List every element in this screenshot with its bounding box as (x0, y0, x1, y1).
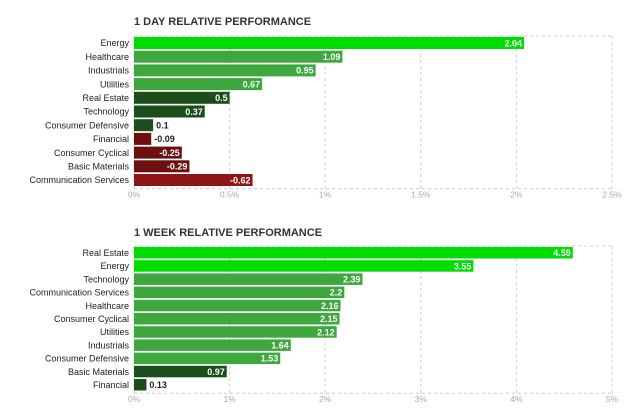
bar (134, 174, 253, 186)
category-label: Basic Materials (68, 367, 130, 377)
x-tick-label: 1% (319, 190, 332, 200)
value-label: 3.55 (454, 261, 472, 271)
x-tick-label: 2.5% (602, 190, 622, 200)
value-label: 0.13 (149, 380, 167, 390)
value-label: 0.97 (207, 367, 225, 377)
value-label: 2.04 (505, 38, 523, 48)
day-performance-chart: 0% 0.5% 1% 1.5% 2% 2.5% Energy 2.04 Healthcare 1.… (29, 35, 622, 200)
bar (134, 160, 190, 173)
category-label: Healthcare (85, 301, 129, 311)
week-performance-chart: 0% 1% 2% 3% 4% 5% Real Estate 4.59 Energy 3.55 Tec… (29, 245, 619, 404)
value-label: -0.29 (167, 162, 188, 172)
bar (134, 352, 281, 365)
value-label: 2.39 (343, 274, 361, 284)
x-tick-label: 4% (510, 394, 523, 404)
bar (134, 365, 227, 378)
x-tick-label: 1.5% (411, 190, 431, 200)
x-tick-label: 2% (319, 394, 332, 404)
category-label: Energy (100, 38, 129, 48)
category-label: Basic Materials (68, 162, 130, 172)
bar (134, 64, 316, 77)
bar (134, 146, 182, 159)
value-label: 1.64 (271, 340, 289, 350)
bar (134, 299, 341, 312)
category-label: Industrials (88, 340, 130, 350)
category-label: Energy (100, 261, 129, 271)
x-tick-label: 3% (415, 394, 428, 404)
category-label: Industrials (88, 66, 130, 76)
x-tick-label: 5% (606, 394, 619, 404)
category-label: Communication Services (29, 175, 129, 185)
value-label: -0.09 (154, 134, 175, 144)
bar (134, 379, 147, 391)
x-tick-label: 0% (128, 394, 141, 404)
value-label: -0.62 (230, 175, 251, 185)
day-chart-title: 1 DAY RELATIVE PERFORMANCE (134, 16, 312, 28)
category-label: Utilities (100, 79, 130, 89)
category-label: Real Estate (82, 248, 129, 258)
category-label: Financial (93, 380, 129, 390)
value-label: 2.12 (317, 327, 335, 337)
bar (134, 119, 154, 132)
value-label: 2.2 (330, 288, 343, 298)
x-tick-label: 1% (223, 394, 236, 404)
bar (134, 260, 474, 272)
bar (134, 247, 573, 259)
value-label: 0.37 (185, 107, 203, 117)
x-tick-label: 2% (510, 190, 523, 200)
week-chart-title: 1 WEEK RELATIVE PERFORMANCE (134, 227, 323, 239)
category-label: Consumer Cyclical (54, 314, 129, 324)
value-label: 0.95 (296, 66, 314, 76)
category-label: Financial (93, 134, 129, 144)
category-label: Real Estate (82, 93, 129, 103)
bar (134, 326, 337, 338)
value-label: 0.67 (243, 79, 261, 89)
bar (134, 273, 363, 285)
week-performance-panel: 1 WEEK RELATIVE PERFORMANCE 0% 1% 2% 3% 4% 5%… (0, 212, 641, 417)
category-label: Healthcare (85, 52, 129, 62)
value-label: -0.25 (159, 148, 180, 158)
x-tick-label: 0.5% (220, 190, 240, 200)
category-label: Technology (83, 274, 129, 284)
category-label: Consumer Defensive (45, 354, 129, 364)
value-label: 2.15 (320, 314, 338, 324)
bar (134, 78, 263, 91)
value-label: 0.5 (215, 93, 228, 103)
bar (134, 286, 345, 299)
category-label: Communication Services (29, 288, 129, 298)
category-label: Consumer Cyclical (54, 148, 129, 158)
bar (134, 313, 340, 325)
bar (134, 339, 291, 351)
category-label: Utilities (100, 327, 130, 337)
day-performance-panel: 1 DAY RELATIVE PERFORMANCE 0% 0.5% 1% 1.5% 2… (0, 0, 641, 200)
bar (134, 132, 152, 145)
value-label: 2.16 (321, 301, 339, 311)
value-label: 1.09 (323, 52, 341, 62)
bar (134, 91, 230, 104)
x-tick-label: 0% (128, 190, 141, 200)
bar (134, 50, 343, 63)
value-label: 0.1 (156, 121, 169, 131)
value-label: 1.53 (261, 354, 279, 364)
category-label: Technology (83, 107, 129, 117)
category-label: Consumer Defensive (45, 120, 129, 130)
bar (134, 105, 205, 118)
bar (134, 37, 525, 49)
value-label: 4.59 (553, 248, 571, 258)
